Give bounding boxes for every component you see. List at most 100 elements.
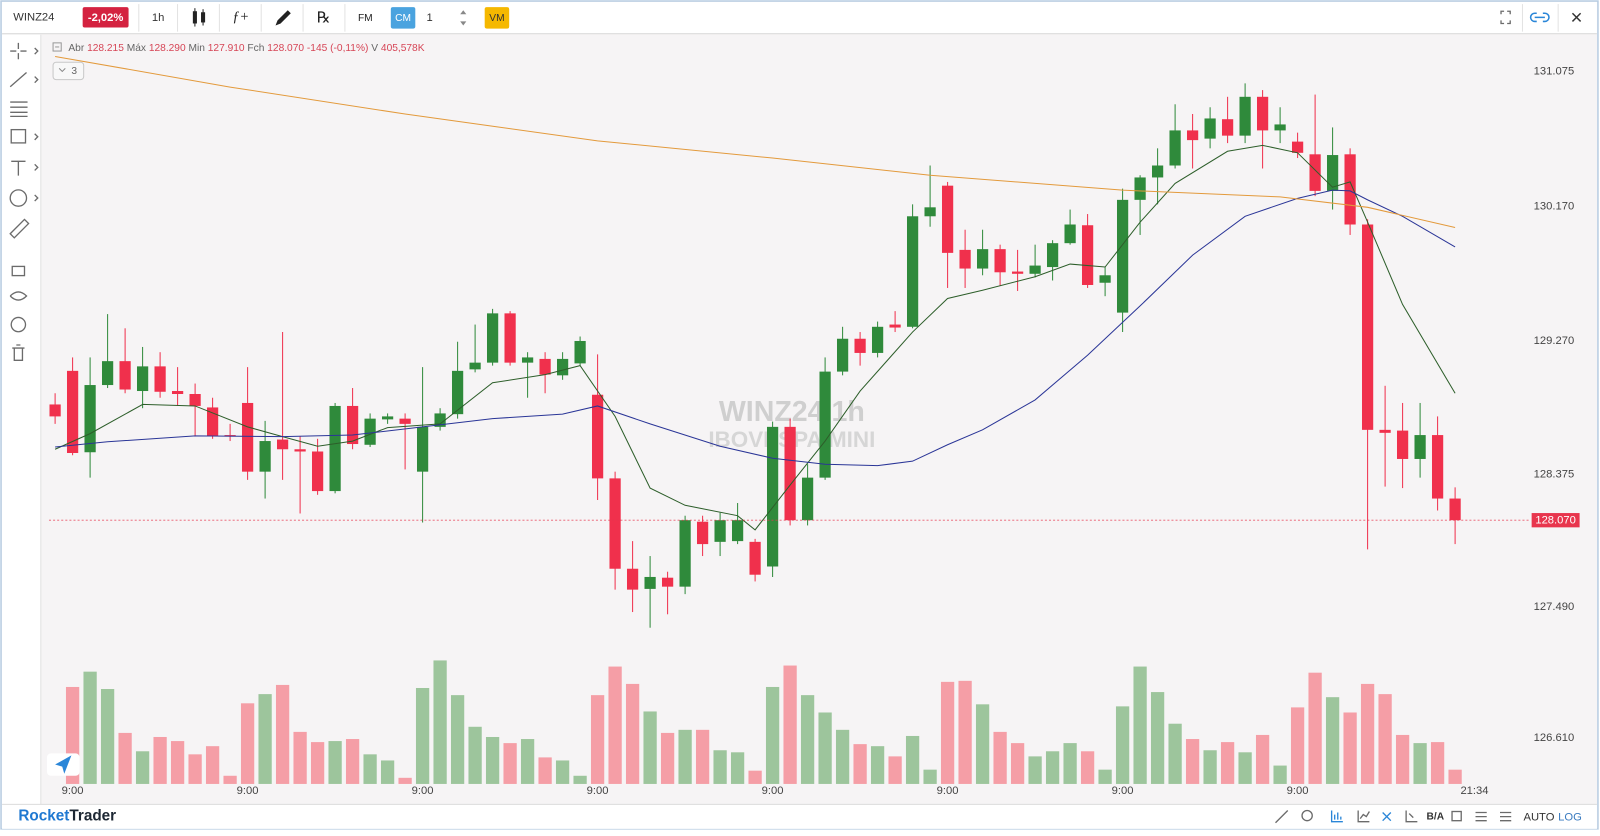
candle-body: [1116, 199, 1129, 313]
footer-tool[interactable]: [1500, 811, 1512, 822]
volume-bar: [608, 666, 622, 784]
candle-body: [801, 477, 814, 521]
candle-body: [504, 313, 516, 363]
volume-bar: [800, 695, 815, 784]
auto-scale-button[interactable]: AUTO: [1523, 812, 1554, 824]
axis-layer: 131.075 130.170 129.270 128.375 127.490 126.6…: [48, 65, 1580, 797]
legend-label: Min: [188, 43, 204, 54]
volume-bar: [100, 689, 115, 784]
volume-bar: [538, 757, 552, 784]
help-tool[interactable]: [10, 316, 27, 333]
candle-body: [1046, 243, 1059, 268]
cm-button-bg: [390, 7, 416, 29]
legend-value: 127.910: [208, 43, 245, 54]
last-price-label: 128.070: [1535, 515, 1576, 527]
candle-body: [626, 568, 639, 590]
candle-body: [1134, 177, 1146, 200]
indicators-button[interactable]: ƒ+: [232, 9, 249, 25]
candle-body: [189, 394, 201, 406]
volume-bar: [1150, 692, 1165, 784]
candle-body: [609, 478, 621, 569]
candle-body: [556, 358, 569, 376]
footer-tool[interactable]: [1330, 810, 1343, 823]
candle-body: [1221, 119, 1234, 136]
candle-body: [976, 249, 989, 269]
fm-button[interactable]: FM: [358, 13, 373, 24]
ohlc-legend: Abr 128.215 Máx 128.290 Min 127.910 Fch …: [68, 43, 424, 54]
candle-body: [714, 520, 726, 542]
fullscreen-button[interactable]: [1500, 10, 1511, 25]
legend-value: 405,578K: [381, 43, 425, 54]
footer-tool[interactable]: [1405, 810, 1418, 823]
log-scale-button[interactable]: LOG: [1558, 812, 1582, 824]
brand-part: Trader: [69, 808, 116, 825]
templates-button[interactable]: ℞: [317, 9, 331, 26]
trendline-tool[interactable]: [9, 71, 27, 88]
volume-bar: [993, 731, 1007, 784]
volume-bar: [83, 671, 97, 784]
volume-bar: [625, 683, 640, 784]
quantity[interactable]: 1: [427, 12, 433, 24]
quantity-spinner[interactable]: [460, 10, 467, 26]
volume-bar: [1115, 706, 1130, 784]
candle-body: [1361, 224, 1374, 430]
indicators-toggle[interactable]: [52, 61, 85, 81]
y-tick-label: 130.170: [1534, 201, 1575, 213]
legend-value: 128.070: [267, 43, 304, 54]
candle-body: [924, 207, 936, 217]
vm-button[interactable]: VM: [489, 13, 504, 24]
candle-body: [329, 405, 341, 492]
volume-bar: [205, 746, 220, 784]
volume-bar: [1028, 756, 1042, 784]
draw-button[interactable]: [275, 10, 291, 26]
footer-tools: [1275, 809, 1512, 824]
volume-bar: [258, 694, 272, 784]
x-tick-label: 9:00: [62, 785, 84, 797]
symbol[interactable]: WINZ24: [13, 11, 54, 23]
icon-tool[interactable]: [9, 189, 28, 207]
candle-body: [906, 216, 919, 327]
x-tick-label: 9:00: [937, 785, 959, 797]
chart-type-button[interactable]: [192, 8, 206, 27]
volume-bar: [153, 736, 167, 784]
legend-collapse[interactable]: [52, 42, 62, 52]
delete-tool[interactable]: [12, 344, 25, 361]
volume-bar: [1238, 752, 1252, 784]
visibility-tool[interactable]: [9, 291, 28, 301]
footer-tool[interactable]: [1357, 810, 1370, 823]
candle-body: [119, 361, 131, 390]
bid-ask-button[interactable]: B/A: [1427, 811, 1445, 822]
volume-bar: [223, 775, 237, 784]
ruler-tool[interactable]: [9, 218, 30, 239]
volume-bar: [328, 741, 342, 784]
tool-expanders[interactable]: [34, 47, 39, 202]
candle-body: [294, 449, 306, 452]
moving-average-layer: [54, 55, 1456, 531]
candle-body: [451, 370, 464, 415]
volume-bar: [975, 704, 990, 784]
link-button[interactable]: [1529, 12, 1550, 23]
cm-button[interactable]: CM: [395, 13, 411, 24]
footer-tool[interactable]: [1475, 811, 1487, 822]
volume-bar: [468, 726, 482, 784]
candle-body: [1081, 225, 1094, 285]
candle-body: [766, 426, 779, 567]
navigate-button[interactable]: [55, 755, 72, 774]
close-button[interactable]: [1571, 12, 1582, 22]
watermark-title: WINZ24 1h: [719, 396, 865, 428]
footer-tool[interactable]: [1451, 810, 1462, 822]
crosshair-tool[interactable]: [10, 42, 27, 60]
fibonacci-tool[interactable]: [10, 101, 28, 118]
text-tool[interactable]: [11, 160, 26, 176]
volume-bar: [293, 731, 307, 784]
volume-bar: [695, 729, 710, 784]
rectangle-tool[interactable]: [10, 128, 27, 144]
toolbar-separators: [138, 4, 1559, 32]
footer-tool[interactable]: [1301, 809, 1313, 822]
interval[interactable]: 1h: [152, 12, 164, 24]
footer-tool[interactable]: [1382, 812, 1392, 822]
lock-tool[interactable]: [11, 265, 26, 277]
moving-average: [55, 189, 1456, 467]
footer-tool[interactable]: [1275, 810, 1289, 824]
candle-body: [241, 402, 254, 472]
